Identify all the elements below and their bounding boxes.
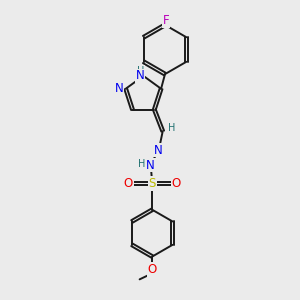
Text: O: O: [124, 177, 133, 190]
Text: F: F: [163, 14, 169, 28]
Text: N: N: [135, 69, 144, 82]
Text: O: O: [148, 263, 157, 276]
Text: N: N: [146, 158, 155, 172]
Text: H: H: [168, 123, 176, 133]
Text: H: H: [138, 159, 146, 170]
Text: H: H: [137, 65, 145, 76]
Text: N: N: [154, 143, 163, 157]
Text: N: N: [115, 82, 124, 95]
Text: S: S: [148, 177, 156, 190]
Text: O: O: [172, 177, 181, 190]
